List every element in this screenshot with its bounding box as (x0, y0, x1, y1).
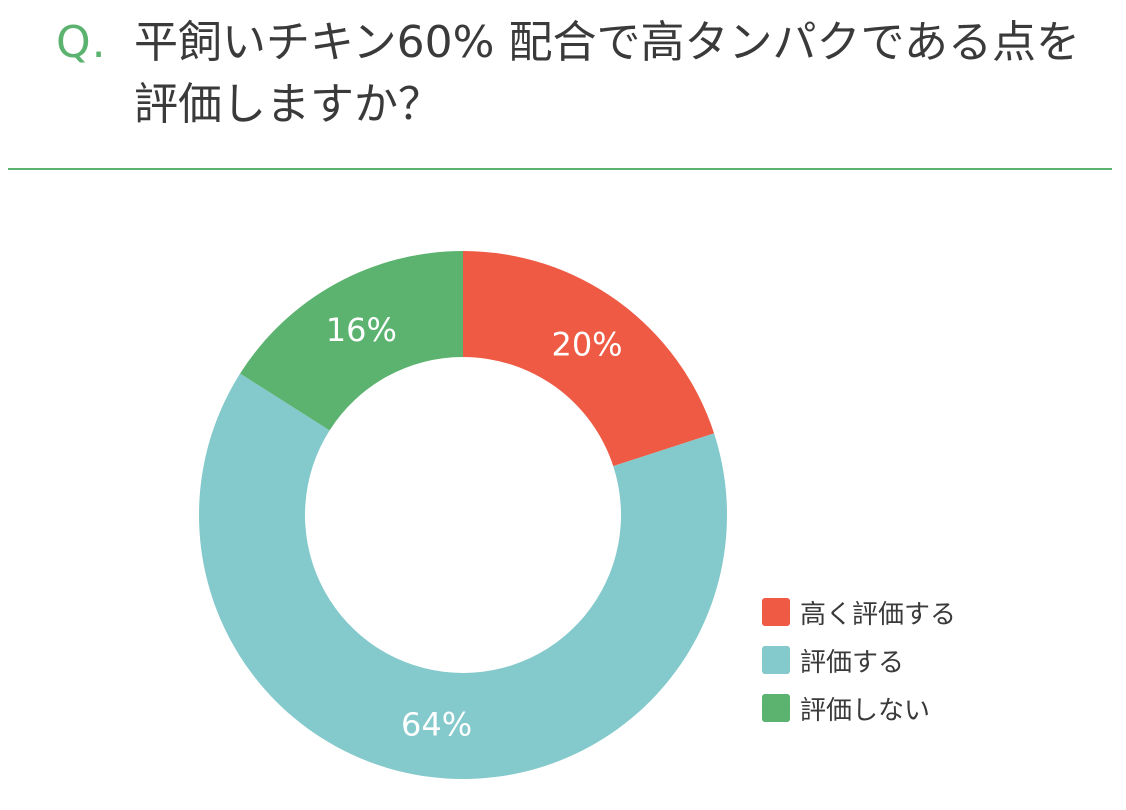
legend-item-positive: 評価する (762, 636, 956, 684)
donut-slice-high (463, 251, 715, 467)
legend-label-positive: 評価する (800, 647, 905, 678)
legend-swatch-negative (762, 694, 790, 722)
question-mark: Q. (56, 17, 107, 68)
legend: 高く評価する 評価する 評価しない (762, 588, 956, 732)
donut-slices (198, 251, 727, 780)
legend-item-high: 高く評価する (762, 588, 956, 636)
legend-label-negative: 評価しない (800, 695, 931, 726)
donut-slice-negative (240, 251, 463, 431)
slice-label-high: 20% (551, 325, 622, 363)
legend-item-negative: 評価しない (762, 684, 956, 732)
divider (8, 168, 1112, 170)
donut-slice-positive (198, 373, 727, 780)
slice-label-positive: 64% (401, 705, 472, 743)
donut-slice-labels: 20% 64% 16% (326, 311, 623, 743)
legend-swatch-high (762, 598, 790, 626)
legend-label-high: 高く評価する (800, 599, 957, 630)
legend-swatch-positive (762, 646, 790, 674)
question: Q. 平飼いチキン60% 配合で高タンパクである点を評価しますか？ (56, 12, 1096, 136)
question-text: 平飼いチキン60% 配合で高タンパクである点を評価しますか？ (134, 17, 1081, 130)
slice-label-negative: 16% (326, 311, 397, 349)
